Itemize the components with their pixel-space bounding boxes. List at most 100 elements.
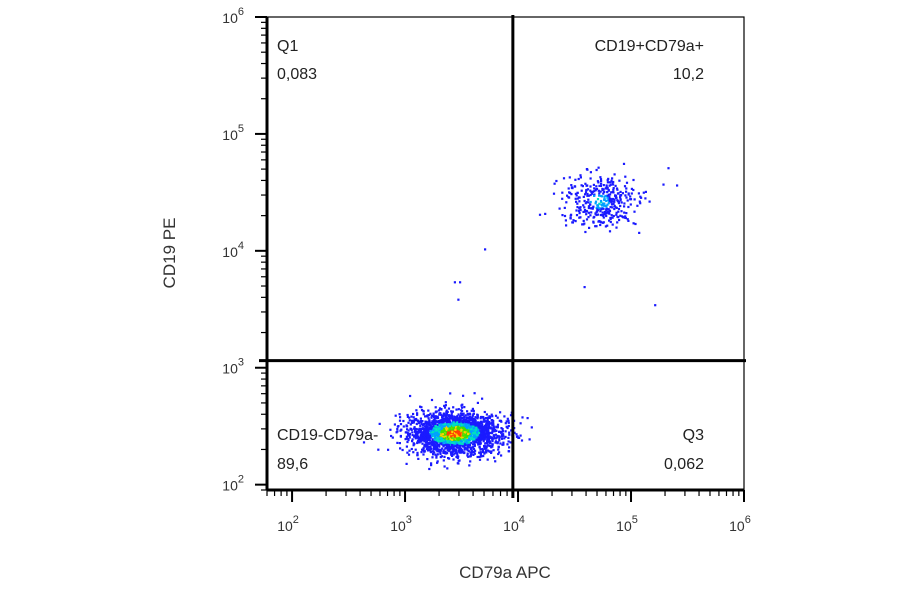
- event-point: [507, 421, 510, 424]
- event-point: [438, 445, 441, 448]
- event-point: [599, 178, 603, 181]
- event-point: [604, 187, 607, 190]
- event-point: [601, 202, 605, 205]
- event-point: [467, 412, 470, 415]
- event-point: [469, 426, 472, 429]
- event-point: [407, 433, 410, 436]
- event-point: [473, 435, 476, 438]
- event-point: [420, 434, 424, 437]
- event-point: [644, 197, 647, 200]
- event-point: [416, 439, 420, 442]
- event-point: [422, 424, 425, 427]
- event-point: [612, 200, 615, 203]
- event-point: [427, 438, 431, 441]
- event-point: [507, 450, 511, 453]
- event-point: [438, 420, 441, 423]
- event-point: [455, 437, 458, 440]
- event-point: [613, 198, 616, 201]
- event-point: [513, 431, 516, 434]
- event-point: [446, 467, 449, 470]
- event-point: [481, 397, 484, 400]
- event-point: [446, 444, 449, 447]
- event-point: [412, 420, 415, 424]
- event-point: [574, 192, 577, 195]
- event-point: [451, 448, 454, 451]
- event-point: [413, 428, 417, 431]
- event-point: [490, 446, 493, 449]
- event-point: [455, 451, 458, 454]
- event-point: [448, 435, 451, 438]
- event-point: [504, 435, 507, 438]
- event-point: [462, 412, 465, 415]
- event-point: [443, 429, 446, 432]
- event-point: [452, 421, 455, 424]
- event-point: [427, 409, 430, 412]
- event-point: [509, 414, 513, 417]
- event-point: [489, 426, 492, 429]
- event-point: [505, 425, 508, 428]
- event-point: [494, 433, 497, 436]
- event-point: [579, 206, 582, 209]
- event-point: [422, 413, 425, 416]
- event-point: [489, 416, 492, 419]
- event-point: [433, 427, 436, 430]
- event-point: [456, 427, 459, 430]
- event-point: [459, 447, 462, 450]
- event-point: [583, 286, 586, 289]
- event-point: [479, 452, 483, 455]
- event-point: [416, 453, 419, 457]
- event-point: [473, 392, 476, 395]
- event-point: [481, 450, 485, 454]
- event-point: [451, 435, 454, 438]
- event-point: [489, 436, 492, 439]
- event-point: [479, 451, 482, 454]
- x-axis-ticks: 102 103 104 105 106: [266, 490, 751, 534]
- event-point: [455, 446, 458, 449]
- event-point: [456, 440, 459, 443]
- event-point: [482, 428, 485, 432]
- event-point: [480, 434, 483, 437]
- event-point: [439, 451, 442, 454]
- event-point: [478, 455, 481, 458]
- event-point: [468, 446, 471, 449]
- event-point: [607, 202, 610, 205]
- event-point: [419, 419, 422, 423]
- event-point: [467, 423, 470, 426]
- event-point: [436, 448, 439, 451]
- event-point: [423, 430, 426, 433]
- event-point: [469, 436, 473, 439]
- event-point: [590, 190, 593, 194]
- event-point: [472, 412, 475, 415]
- event-point: [423, 450, 426, 453]
- event-point: [632, 222, 635, 225]
- event-point: [605, 212, 608, 215]
- event-point: [467, 455, 470, 458]
- event-point: [470, 409, 473, 412]
- event-point: [434, 416, 437, 419]
- event-point: [422, 453, 425, 456]
- event-point: [610, 179, 613, 182]
- x-axis-title: CD79a APC: [459, 563, 551, 582]
- event-point: [519, 422, 522, 425]
- event-point: [610, 191, 613, 194]
- event-point: [415, 422, 418, 426]
- event-point: [594, 212, 597, 215]
- event-point: [599, 199, 603, 203]
- event-point: [463, 446, 467, 449]
- event-point: [472, 423, 476, 426]
- event-point: [624, 194, 627, 197]
- event-point: [609, 200, 612, 203]
- event-point: [579, 176, 582, 179]
- event-point: [504, 430, 507, 433]
- event-point: [437, 439, 440, 442]
- event-point: [589, 203, 592, 206]
- event-point: [439, 437, 442, 440]
- event-point: [451, 441, 454, 444]
- event-point: [640, 196, 643, 199]
- event-point: [474, 449, 477, 452]
- event-point: [452, 431, 455, 434]
- event-point: [377, 448, 380, 451]
- event-point: [662, 183, 665, 186]
- event-point: [419, 424, 422, 427]
- event-point: [494, 440, 498, 443]
